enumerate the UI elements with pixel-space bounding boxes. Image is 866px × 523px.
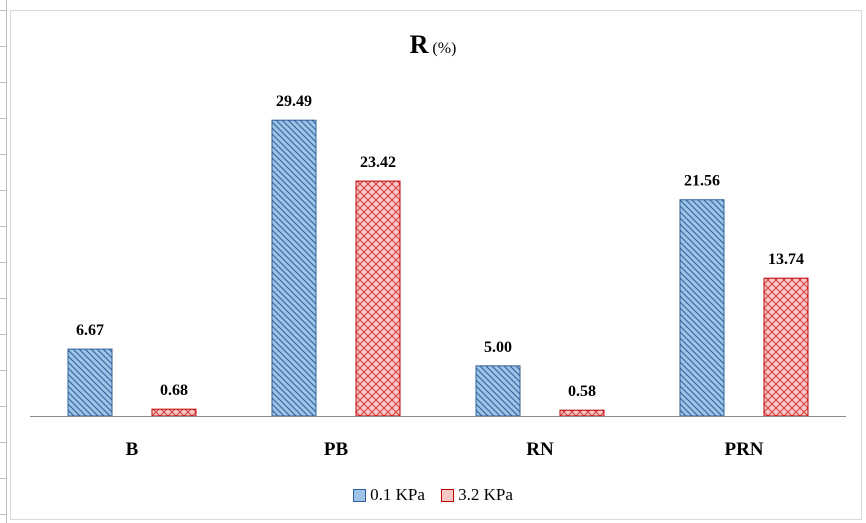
category-label-pb: PB [324, 439, 349, 460]
value-label-b-series-2: 0.68 [160, 382, 188, 399]
bar-b-series-2 [151, 408, 197, 417]
value-label-rn-series-1: 5.00 [484, 339, 512, 356]
left-axis-tick [0, 154, 6, 155]
left-axis-tick [0, 406, 6, 407]
left-axis-tick [0, 298, 6, 299]
value-label-b-series-1: 6.67 [76, 322, 104, 339]
bar-pb-series-1 [271, 119, 317, 417]
chart-title-unit: (%) [432, 40, 457, 57]
bar-pb-series-2 [355, 180, 401, 417]
left-axis-tick [0, 226, 6, 227]
chart-title-main: R [409, 30, 429, 59]
bar-rn-series-2 [559, 409, 605, 417]
legend-swatch-series-2 [441, 488, 455, 502]
legend-swatch-series-1 [353, 488, 367, 502]
left-axis-line [0, 0, 7, 523]
category-label-rn: RN [526, 439, 554, 460]
legend-label-series-2: 3.2 KPa [458, 485, 513, 504]
bar-b-series-1 [67, 348, 113, 417]
value-label-prn-series-1: 21.56 [684, 173, 720, 190]
left-axis-tick [0, 262, 6, 263]
value-label-pb-series-2: 23.42 [360, 154, 396, 171]
left-axis-tick [0, 334, 6, 335]
value-label-pb-series-1: 29.49 [276, 93, 312, 110]
left-axis-tick [0, 46, 6, 47]
left-axis-tick [0, 82, 6, 83]
category-label-b: B [126, 439, 139, 460]
chart-title: R (%) [0, 30, 866, 60]
left-axis-tick [0, 442, 6, 443]
bar-prn-series-1 [679, 199, 725, 417]
left-axis-tick [0, 10, 6, 11]
left-axis-tick [0, 190, 6, 191]
left-axis-tick [0, 118, 6, 119]
bar-prn-series-2 [763, 277, 809, 417]
value-label-rn-series-2: 0.58 [568, 383, 596, 400]
category-label-prn: PRN [724, 439, 763, 460]
value-label-prn-series-2: 13.74 [768, 251, 804, 268]
legend-item-series-1: 0.1 KPa [353, 485, 425, 505]
legend-label-series-1: 0.1 KPa [370, 485, 425, 504]
left-axis-tick [0, 514, 6, 515]
legend: 0.1 KPa 3.2 KPa [0, 485, 866, 507]
legend-item-series-2: 3.2 KPa [441, 485, 513, 505]
left-axis-tick [0, 370, 6, 371]
bar-rn-series-1 [475, 365, 521, 417]
left-axis-tick [0, 478, 6, 479]
